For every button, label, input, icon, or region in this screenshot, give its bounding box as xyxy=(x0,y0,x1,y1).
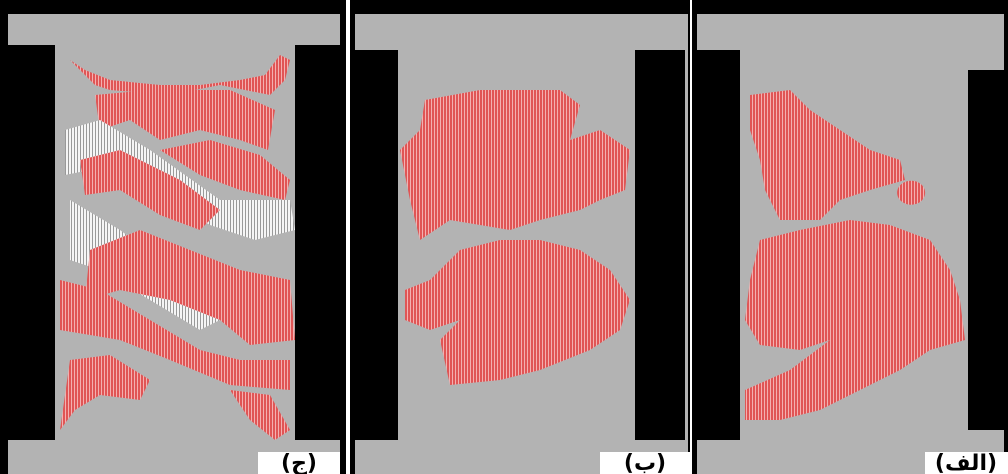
panel-b: (ب) xyxy=(350,0,690,474)
panel-label: (الف) xyxy=(935,451,997,474)
panel-label: (ب) xyxy=(624,451,666,474)
panel-a: (الف) xyxy=(692,0,1008,474)
panel-c: (ج) xyxy=(0,0,346,474)
panel-label: (ج) xyxy=(281,451,317,474)
